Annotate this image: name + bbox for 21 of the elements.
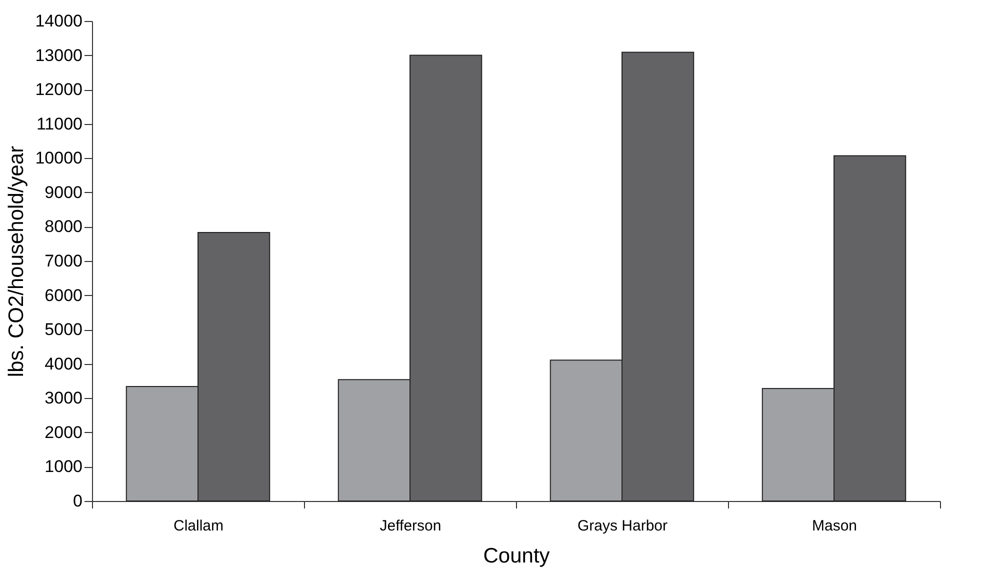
y-tick-label: 5000	[44, 320, 82, 340]
y-axis-title: lbs. CO2/household/year	[5, 146, 28, 378]
y-tick-label: 4000	[44, 354, 82, 374]
x-tick-label: Mason	[812, 518, 858, 534]
y-tick-label: 6000	[44, 286, 82, 305]
y-tick-label: 11000	[36, 114, 82, 134]
x-tick-label: Clallam	[173, 518, 224, 534]
y-tick-label: 13000	[35, 46, 82, 65]
x-tick-label: Grays Harbor	[577, 518, 668, 534]
x-tick-label: Jefferson	[380, 518, 442, 534]
y-tick-label: 14000	[35, 12, 82, 30]
x-axis-title: County	[483, 544, 550, 568]
y-tick-label: 7000	[44, 252, 82, 270]
y-tick-label: 1000	[44, 457, 82, 476]
y-tick-label: 10000	[35, 148, 82, 168]
y-tick-label: 9000	[44, 182, 82, 202]
y-tick-label: 3000	[44, 388, 82, 408]
y-tick-label: 8000	[44, 217, 82, 236]
y-tick-label: 2000	[44, 422, 82, 442]
y-tick-label: 0	[73, 492, 82, 510]
y-tick-label: 12000	[35, 80, 82, 100]
